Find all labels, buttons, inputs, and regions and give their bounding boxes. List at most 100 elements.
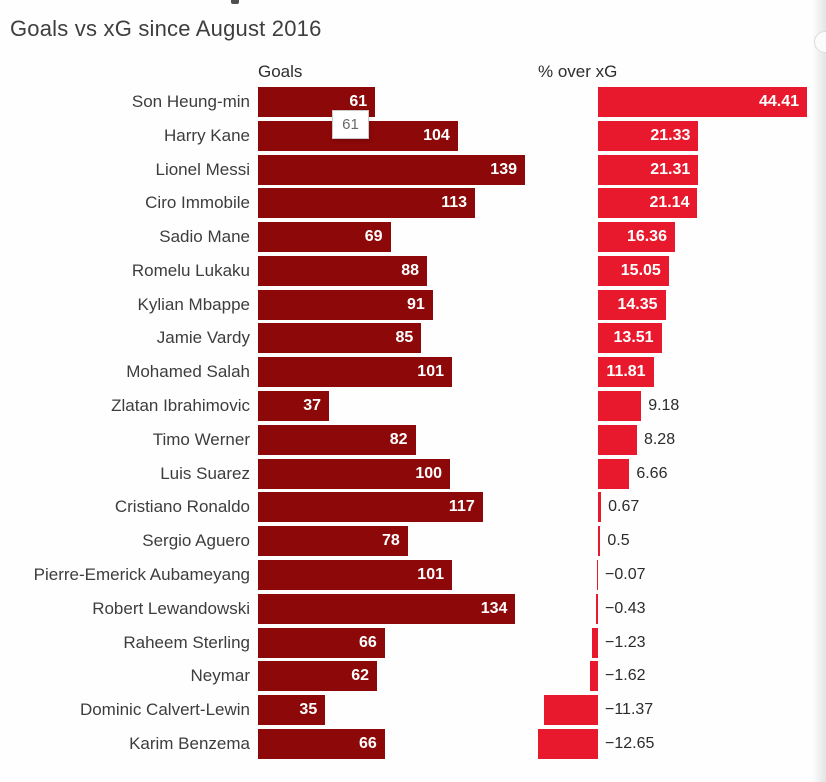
chart-row: Luis Suarez 100 6.66 <box>0 458 826 489</box>
goals-bar[interactable]: 139 <box>258 154 525 185</box>
goals-value: 78 <box>382 532 400 550</box>
tooltip-value: 61 <box>342 116 359 133</box>
pct-over-xg-bar[interactable]: 13.51 <box>598 323 662 354</box>
goals-value: 117 <box>448 498 475 516</box>
goals-bar[interactable]: 66 <box>258 627 385 658</box>
pct-over-xg-bar[interactable]: 16.36 <box>598 222 675 253</box>
chart-row: Robert Lewandowski 134 −0.43 <box>0 593 826 624</box>
pct-over-xg-bar[interactable]: 21.33 <box>598 120 699 151</box>
player-name: Mohamed Salah <box>126 362 250 382</box>
pct-over-xg-bar[interactable] <box>592 627 598 658</box>
column-header-pct-over-xg: % over xG <box>538 62 618 81</box>
player-name: Pierre-Emerick Aubameyang <box>33 564 250 584</box>
chart-row: Sadio Mane 69 16.36 <box>0 222 826 253</box>
chart-row: Son Heung-min 61 44.41 <box>0 87 826 117</box>
goals-bar[interactable]: 88 <box>258 255 428 286</box>
pct-over-xg-bar[interactable] <box>590 661 598 692</box>
player-name: Dominic Calvert-Lewin <box>79 700 250 720</box>
player-name: Kylian Mbappe <box>137 294 250 314</box>
goals-bar[interactable]: 85 <box>258 323 422 354</box>
pct-over-xg-bar[interactable]: 11.81 <box>598 357 654 388</box>
pct-over-xg-bar[interactable] <box>598 492 602 523</box>
player-name: Son Heung-min <box>131 92 250 111</box>
goals-bar[interactable]: 37 <box>258 391 330 422</box>
goals-value: 113 <box>441 194 468 212</box>
pct-over-xg-bar[interactable]: 44.41 <box>598 87 807 117</box>
goals-bar[interactable]: 117 <box>258 492 483 523</box>
chart-rows: Son Heung-min 61 44.41 Harry Kane 104 21.33 Li… <box>0 87 826 763</box>
goals-value: 37 <box>303 397 322 415</box>
chart-title: Goals vs xG since August 2016 <box>10 16 322 41</box>
goals-value: 66 <box>358 734 377 752</box>
goals-bar[interactable]: 69 <box>258 222 391 253</box>
chart-row: Kylian Mbappe 91 14.35 <box>0 289 826 320</box>
cropped-scroll-button <box>814 31 826 53</box>
pct-over-xg-bar[interactable] <box>598 424 637 455</box>
pct-over-xg-bar[interactable] <box>544 695 598 726</box>
player-name: Neymar <box>190 666 250 686</box>
pct-value: 14.35 <box>617 295 658 313</box>
goals-bar[interactable]: 66 <box>258 728 385 759</box>
goals-bar[interactable]: 35 <box>258 695 326 726</box>
goals-value: 100 <box>415 464 443 482</box>
goals-value: 35 <box>299 701 318 719</box>
pct-over-xg-bar[interactable]: 14.35 <box>598 289 666 320</box>
pct-value: 16.36 <box>626 228 667 246</box>
goals-bar[interactable]: 134 <box>258 593 516 624</box>
pct-value: 13.51 <box>613 329 654 347</box>
pct-value: −0.43 <box>605 599 646 617</box>
chart-row: Cristiano Ronaldo 117 0.67 <box>0 492 826 523</box>
pct-value: 0.67 <box>608 498 640 516</box>
pct-over-xg-bar[interactable] <box>538 728 598 759</box>
goals-value: 104 <box>423 126 450 144</box>
pct-value: 21.14 <box>649 194 690 212</box>
pct-value: −1.62 <box>605 667 646 685</box>
pct-over-xg-bar[interactable]: 21.14 <box>598 188 698 219</box>
pct-value: −11.37 <box>605 701 654 719</box>
pct-value: −0.07 <box>605 565 646 583</box>
goals-value: 101 <box>417 565 444 583</box>
goals-bar[interactable]: 113 <box>258 188 476 219</box>
goals-value: 82 <box>389 430 408 448</box>
goals-value: 66 <box>358 633 377 651</box>
player-name: Raheem Sterling <box>123 632 250 652</box>
goals-value: 134 <box>480 599 508 617</box>
pct-over-xg-bar[interactable] <box>597 559 598 590</box>
player-name: Luis Suarez <box>160 463 250 483</box>
pct-value: 44.41 <box>758 93 799 110</box>
goals-bar[interactable]: 101 <box>258 357 452 388</box>
pct-over-xg-bar[interactable]: 15.05 <box>598 255 669 286</box>
goals-bar[interactable]: 62 <box>258 661 378 692</box>
goals-bar[interactable]: 82 <box>258 424 416 455</box>
chart-row: Lionel Messi 139 21.31 <box>0 154 826 185</box>
player-name: Harry Kane <box>164 125 250 145</box>
goals-value: 91 <box>407 295 425 313</box>
goals-bar[interactable]: 100 <box>258 458 451 489</box>
player-name: Ciro Immobile <box>145 193 250 213</box>
column-header-goals: Goals <box>258 62 303 81</box>
player-name: Timo Werner <box>152 429 250 449</box>
player-name: Jamie Vardy <box>156 328 250 348</box>
goals-bar[interactable]: 91 <box>258 289 433 320</box>
pct-value: 6.66 <box>636 464 668 482</box>
tooltip: 61 <box>332 110 369 139</box>
chart-row: Karim Benzema 66 −12.65 <box>0 728 826 759</box>
player-name: Robert Lewandowski <box>92 598 250 618</box>
pct-over-xg-bar[interactable] <box>598 526 601 557</box>
pct-over-xg-bar[interactable] <box>598 391 642 422</box>
pct-over-xg-bar[interactable]: 21.31 <box>598 154 699 185</box>
chart-row: Neymar 62 −1.62 <box>0 661 826 692</box>
pct-value: 15.05 <box>620 261 661 279</box>
player-name: Zlatan Ibrahimovic <box>111 396 250 416</box>
player-name: Cristiano Ronaldo <box>114 497 250 517</box>
goals-value: 61 <box>349 93 368 110</box>
goals-bar[interactable]: 78 <box>258 526 408 557</box>
player-name: Sergio Aguero <box>142 531 250 551</box>
pct-over-xg-bar[interactable] <box>595 593 598 624</box>
pct-over-xg-bar[interactable] <box>598 458 630 489</box>
chart-row: Jamie Vardy 85 13.51 <box>0 323 826 354</box>
chart-row: Dominic Calvert-Lewin 35 −11.37 <box>0 695 826 726</box>
goals-bar[interactable]: 101 <box>258 559 452 590</box>
goals-value: 139 <box>490 160 517 178</box>
